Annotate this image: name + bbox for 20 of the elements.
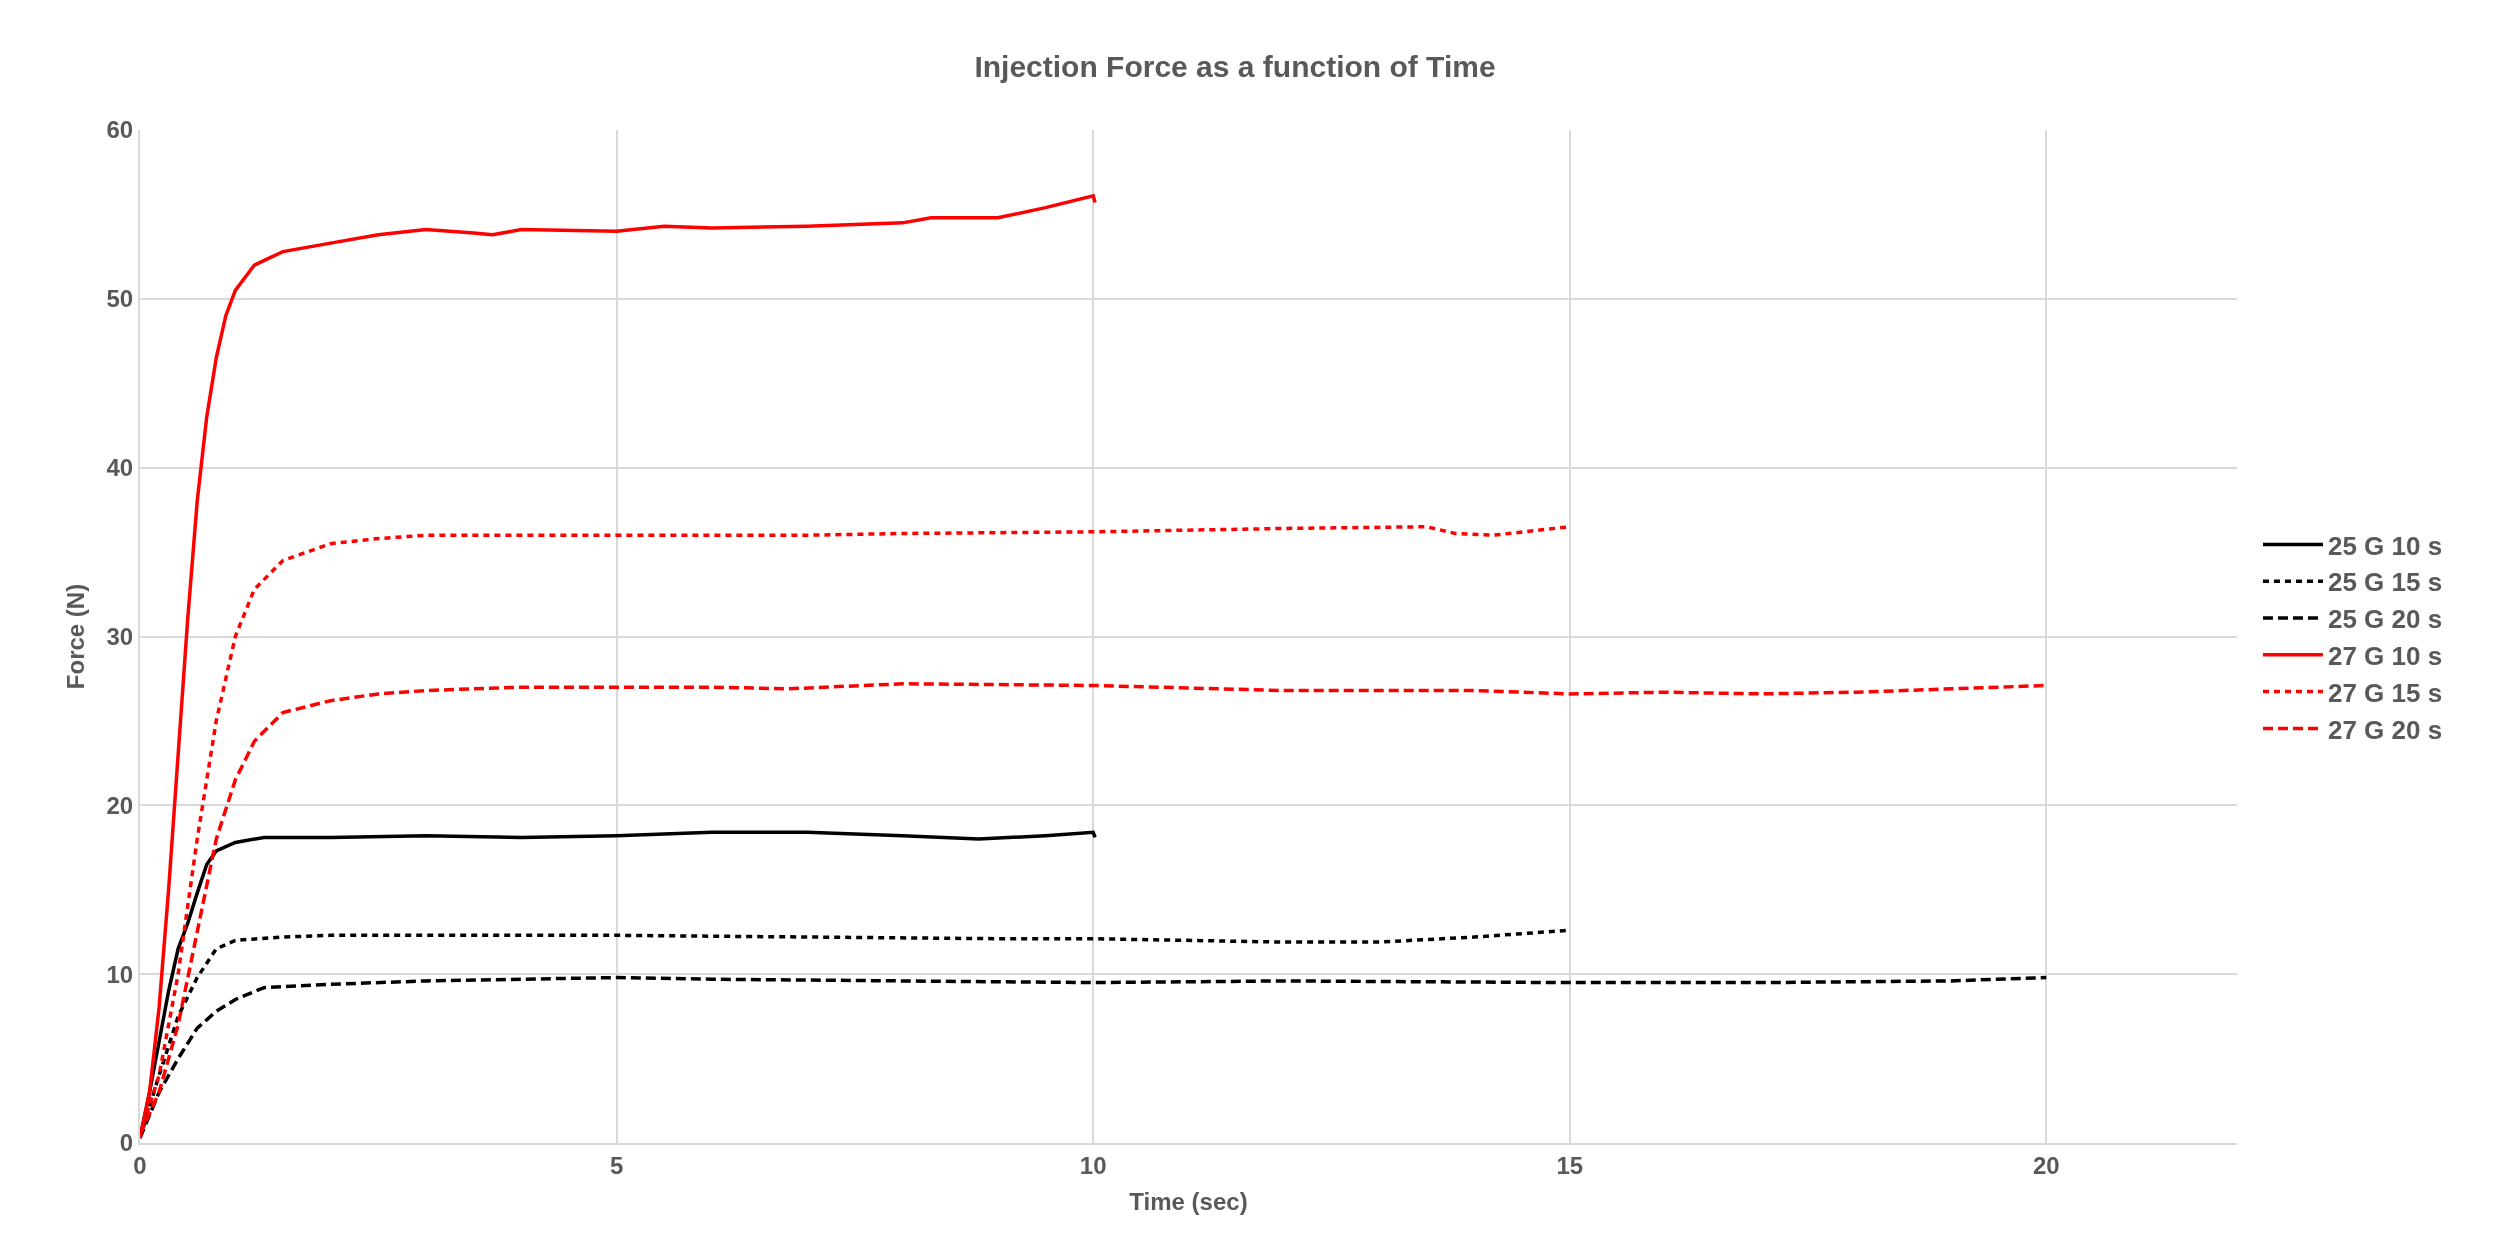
y-tick-label: 10 [106,960,134,988]
legend-label: 25 G 15 s [2327,567,2443,598]
y-tick-label: 30 [106,622,134,650]
y-tick-label: 20 [106,791,134,819]
y-axis-title: Force (N) [62,583,90,690]
x-tick-label: 15 [1556,1151,1584,1179]
legend-label: 27 G 10 s [2327,640,2443,671]
x-tick-label: 5 [609,1151,624,1179]
y-tick-label: 0 [119,1129,134,1157]
x-axis-title: Time (sec) [1129,1187,1248,1215]
chart-title: Injection Force as a function of Time [974,50,1496,84]
x-tick-label: 20 [2033,1151,2060,1179]
legend-label: 25 G 20 s [2327,604,2443,635]
y-tick-label: 40 [106,454,134,482]
y-tick-label: 60 [106,116,134,144]
y-tick-label: 50 [106,285,134,313]
legend-label: 27 G 15 s [2327,677,2443,708]
legend-label: 25 G 10 s [2327,530,2443,561]
legend-label: 27 G 20 s [2327,714,2443,745]
x-tick-label: 10 [1079,1151,1107,1179]
